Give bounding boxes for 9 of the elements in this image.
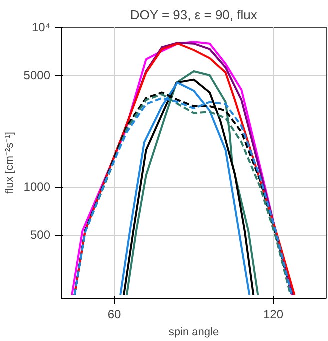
chart-title: DOY = 93, ε = 90, flux (130, 8, 258, 22)
y-axis-title: flux [cm⁻²s⁻¹] (4, 132, 16, 194)
x-tick-label: 120 (263, 308, 284, 322)
y-tick-label: 10⁴ (32, 20, 51, 34)
x-axis-title: spin angle (168, 326, 220, 338)
y-tick-label: 1000 (24, 180, 51, 194)
x-tick-label: 60 (108, 308, 122, 322)
y-tick-label: 500 (30, 228, 51, 242)
y-tick-label: 5000 (24, 68, 51, 83)
